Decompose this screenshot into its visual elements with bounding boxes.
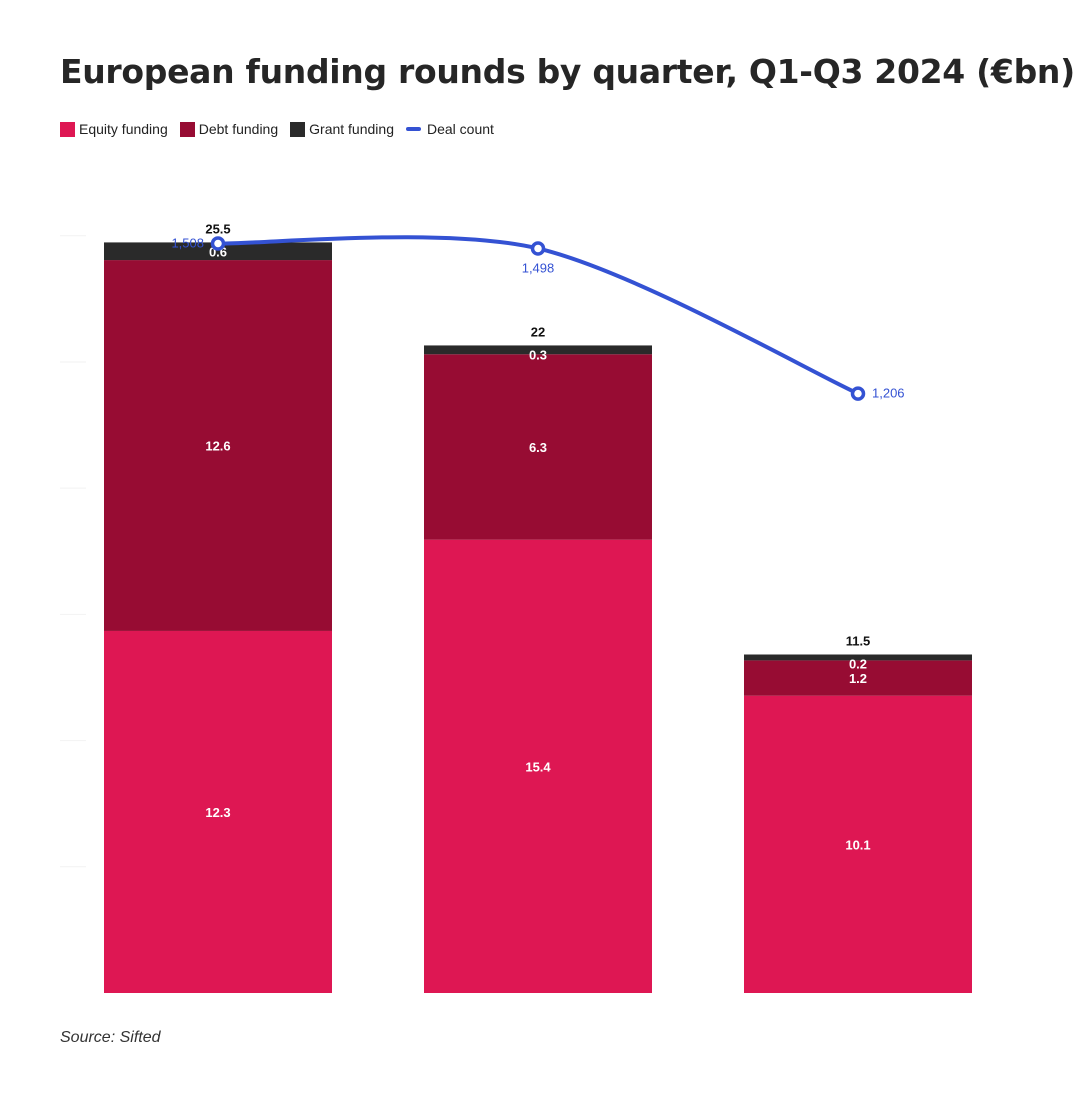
- total-label-q3: 11.5: [846, 634, 871, 649]
- legend-label-grant: Grant funding: [309, 121, 394, 137]
- deal-count-label-q1: 1,508: [171, 235, 204, 250]
- total-label-q1: 25.5: [205, 221, 230, 236]
- deal-count-point-q3: [850, 386, 866, 401]
- data-label-debt-q2: 6.3: [529, 440, 547, 455]
- legend-swatch-deal-count: [405, 127, 421, 131]
- deal-count-label-q3: 1,206: [872, 386, 905, 401]
- legend: Equity funding Debt funding Grant fundin…: [60, 121, 506, 137]
- bar-equity-q1: [104, 630, 332, 993]
- bar-debt-q2: [424, 354, 652, 540]
- bar-grant-q2: [424, 345, 652, 355]
- data-label-equity-q3: 10.1: [845, 837, 870, 852]
- bar-equity-q3: [744, 695, 972, 993]
- legend-label-debt: Debt funding: [198, 121, 279, 137]
- data-label-equity-q2: 15.4: [525, 759, 551, 774]
- legend-item-equity: Equity funding: [60, 121, 168, 137]
- data-label-equity-q1: 12.3: [205, 805, 230, 820]
- legend-label-deal-count: Deal count: [426, 121, 494, 137]
- legend-swatch-grant: [290, 121, 306, 137]
- data-label-grant-q3: 0.2: [849, 657, 867, 672]
- deal-count-point-q1: [210, 236, 226, 251]
- data-label-debt-q3: 1.2: [849, 671, 867, 686]
- legend-item-grant: Grant funding: [290, 121, 394, 137]
- deal-count-point-q2: [530, 241, 546, 256]
- legend-item-debt: Debt funding: [179, 121, 279, 137]
- deal-count-label-q2: 1,498: [522, 260, 555, 275]
- legend-swatch-equity: [60, 121, 75, 137]
- total-label-q2: 22: [531, 324, 545, 339]
- chart-title: European funding rounds by quarter, Q1-Q…: [60, 52, 1075, 91]
- source-note: Source: Sifted: [60, 1029, 161, 1046]
- bar-debt-q1: [104, 260, 332, 631]
- legend-swatch-debt: [179, 121, 195, 137]
- bar-debt-q3: [744, 660, 972, 696]
- bar-equity-q2: [424, 539, 652, 993]
- legend-label-equity: Equity funding: [79, 121, 168, 137]
- data-label-debt-q1: 12.6: [205, 439, 230, 454]
- data-label-grant-q2: 0.3: [529, 347, 547, 362]
- bar-grant-q1: [104, 242, 332, 261]
- bar-grant-q3: [744, 654, 972, 661]
- legend-item-deal-count: Deal count: [405, 121, 494, 137]
